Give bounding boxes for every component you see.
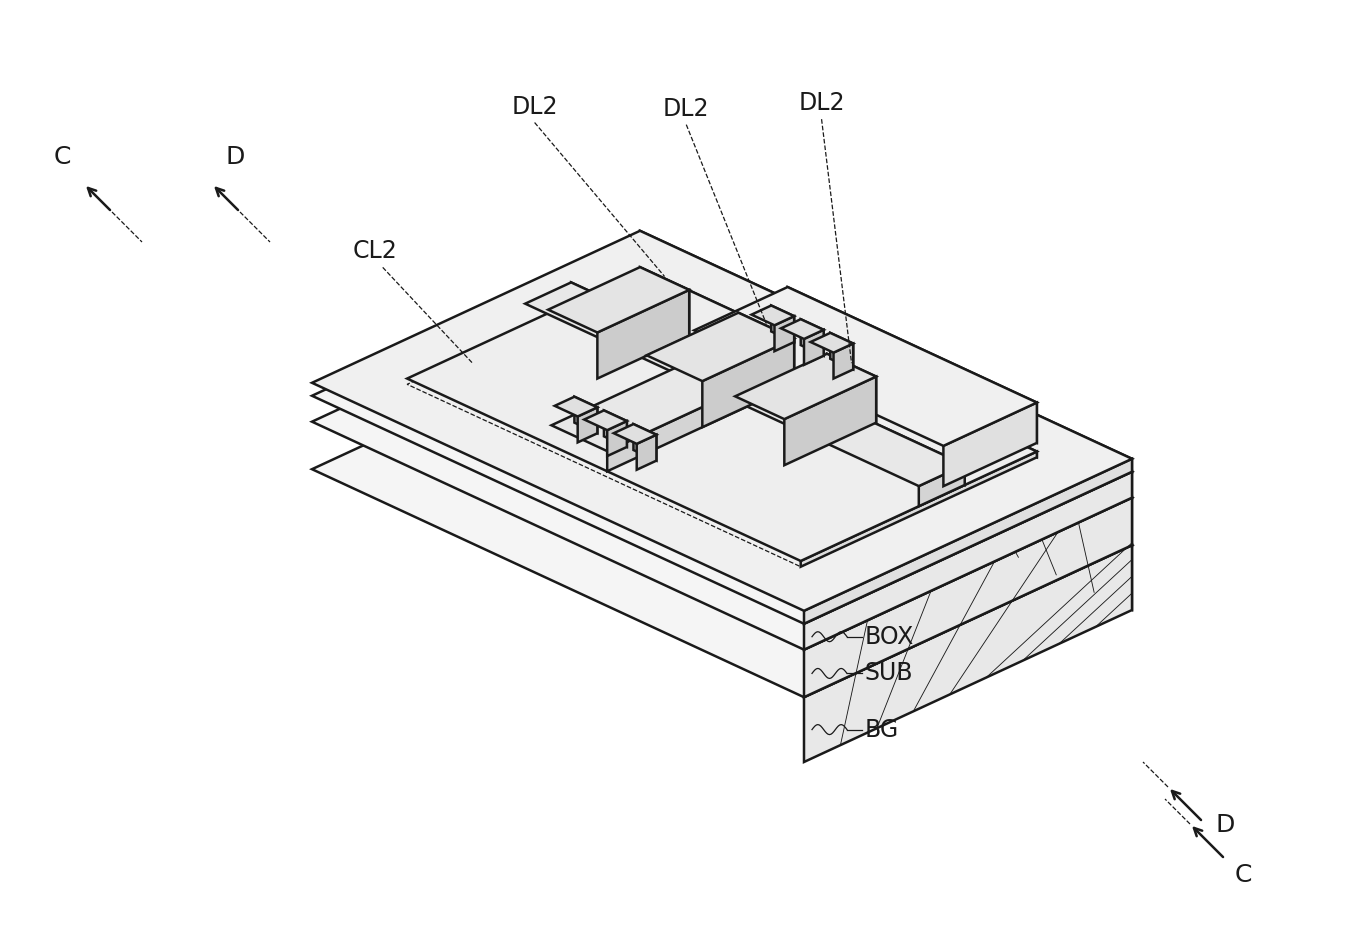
Polygon shape (613, 424, 656, 444)
Polygon shape (574, 397, 597, 433)
Polygon shape (311, 269, 1132, 650)
Polygon shape (555, 397, 597, 416)
Polygon shape (944, 402, 1037, 486)
Text: DL2: DL2 (798, 91, 845, 115)
Polygon shape (584, 411, 627, 430)
Text: SUB: SUB (865, 661, 914, 686)
Polygon shape (803, 497, 1132, 697)
Polygon shape (640, 231, 1132, 472)
Polygon shape (636, 434, 656, 470)
Polygon shape (787, 316, 844, 362)
Polygon shape (647, 313, 794, 382)
Polygon shape (640, 244, 1132, 497)
Polygon shape (702, 338, 794, 428)
Polygon shape (919, 464, 965, 506)
Polygon shape (634, 424, 656, 461)
Text: C: C (54, 145, 70, 169)
Polygon shape (801, 451, 1037, 567)
Polygon shape (803, 472, 1132, 650)
Polygon shape (311, 244, 1132, 624)
Polygon shape (785, 377, 876, 465)
Polygon shape (549, 268, 689, 333)
Polygon shape (640, 268, 689, 336)
Polygon shape (752, 305, 794, 325)
Polygon shape (578, 407, 597, 443)
Polygon shape (604, 411, 627, 447)
Text: BG: BG (865, 718, 899, 741)
Polygon shape (826, 354, 876, 423)
Polygon shape (694, 287, 1037, 446)
Polygon shape (801, 319, 824, 356)
Polygon shape (803, 545, 1132, 762)
Text: C: C (1235, 863, 1252, 887)
Polygon shape (735, 354, 876, 419)
Polygon shape (771, 305, 794, 342)
Polygon shape (311, 317, 1132, 697)
Polygon shape (810, 333, 853, 352)
Polygon shape (833, 344, 853, 379)
Polygon shape (787, 287, 1037, 443)
Text: D: D (1216, 813, 1235, 837)
Polygon shape (780, 319, 824, 339)
Text: DL2: DL2 (663, 97, 709, 121)
Polygon shape (607, 421, 627, 456)
Polygon shape (803, 459, 1132, 624)
Polygon shape (775, 317, 794, 351)
Text: DL2: DL2 (511, 94, 558, 119)
Polygon shape (739, 313, 794, 384)
Polygon shape (830, 333, 853, 369)
Polygon shape (803, 330, 824, 365)
Polygon shape (597, 290, 689, 379)
Polygon shape (551, 316, 844, 451)
Text: CL2: CL2 (353, 239, 398, 264)
Polygon shape (643, 269, 1037, 457)
Text: D: D (225, 145, 245, 169)
Polygon shape (640, 269, 1132, 545)
Polygon shape (572, 283, 965, 485)
Polygon shape (311, 231, 1132, 610)
Polygon shape (407, 269, 1037, 560)
Polygon shape (640, 317, 1132, 610)
Text: BOX: BOX (865, 625, 914, 649)
Polygon shape (607, 342, 844, 471)
Polygon shape (526, 283, 965, 486)
